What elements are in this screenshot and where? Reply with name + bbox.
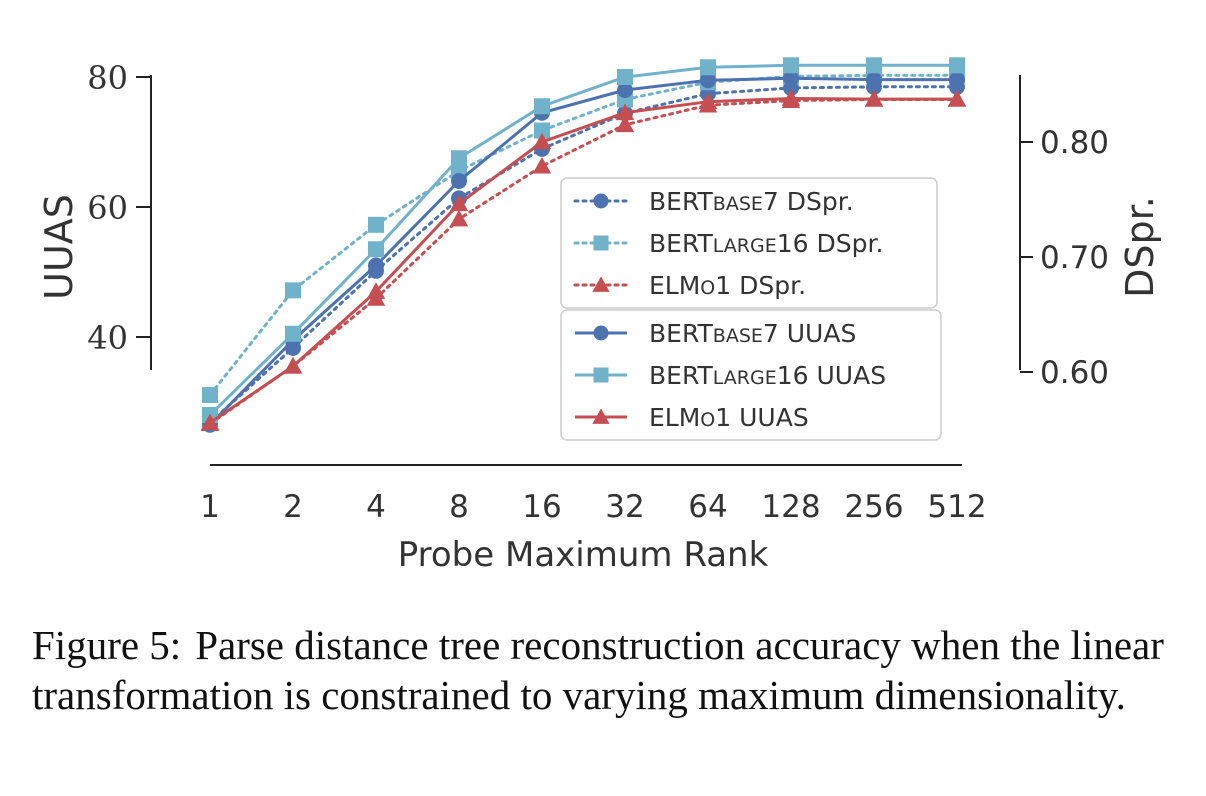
data-point xyxy=(368,216,384,233)
legend-dspr: BERTBASE7 DSpr. BERTLARGE16 DSpr. ELMO1 DS… xyxy=(560,177,938,309)
series-line xyxy=(208,76,957,426)
series-4 xyxy=(202,57,965,423)
data-point xyxy=(617,82,633,98)
data-point xyxy=(283,357,303,374)
data-point xyxy=(534,98,550,115)
x-tick-label: 1 xyxy=(200,489,220,525)
data-point xyxy=(285,282,301,299)
series-line xyxy=(208,63,957,417)
data-point xyxy=(592,276,610,292)
data-point xyxy=(451,173,467,189)
legend-label: BERTBASE7 DSpr. xyxy=(649,187,854,216)
legend-label: BERTBASE7 UUAS xyxy=(649,319,856,348)
left-tick-label: 40 xyxy=(87,319,128,357)
data-point xyxy=(700,72,716,89)
series-5 xyxy=(200,89,967,431)
caption-label: Figure 5: xyxy=(32,622,182,668)
data-point xyxy=(592,408,610,424)
data-point xyxy=(449,194,469,212)
data-point xyxy=(366,282,386,299)
data-point xyxy=(449,209,469,227)
legend: BERTBASE7 DSpr. BERTLARGE16 DSpr. ELMO1 DS… xyxy=(560,177,942,441)
data-point xyxy=(949,57,965,74)
legend-frame xyxy=(560,309,942,441)
x-tick-label: 4 xyxy=(366,489,386,525)
left-tick-label: 60 xyxy=(87,189,128,227)
data-point xyxy=(451,150,467,167)
data-point xyxy=(700,59,716,76)
right-tick-label: 0.80 xyxy=(1040,125,1109,161)
data-point xyxy=(615,103,635,121)
right-tick-label: 0.70 xyxy=(1040,240,1109,276)
legend-frame xyxy=(560,177,938,309)
legend-label: ELMO1 UUAS xyxy=(649,403,809,432)
x-tick-label: 128 xyxy=(761,489,820,525)
x-tick-label: 256 xyxy=(844,489,903,525)
data-point xyxy=(617,69,633,85)
y2-axis-label: DSpr. xyxy=(1118,196,1162,298)
data-point xyxy=(866,57,882,74)
data-point xyxy=(864,89,884,107)
x-tick-label: 64 xyxy=(688,489,727,525)
data-point xyxy=(593,367,609,383)
x-tick-label: 2 xyxy=(283,489,303,525)
data-point xyxy=(368,241,384,258)
data-point xyxy=(200,413,220,431)
data-point xyxy=(949,71,965,88)
series-line xyxy=(209,96,957,425)
data-point xyxy=(534,122,550,139)
legend-uuas: BERTBASE7 UUAS BERTLARGE16 UUAS ELMO1 UUAS xyxy=(560,309,942,441)
series-line xyxy=(208,73,959,397)
legend-label: BERTLARGE16 DSpr. xyxy=(649,229,883,258)
x-tick-label: 32 xyxy=(605,489,644,525)
x-axis-label: Probe Maximum Rank xyxy=(398,535,769,575)
data-point xyxy=(783,70,799,87)
x-tick-label: 8 xyxy=(449,489,469,525)
data-point xyxy=(532,132,552,150)
data-point xyxy=(532,156,552,174)
data-point xyxy=(285,325,301,342)
data-point xyxy=(615,115,635,133)
x-tick-label: 512 xyxy=(927,489,986,525)
data-point xyxy=(202,387,218,403)
caption-text: Parse distance tree reconstruction accur… xyxy=(32,622,1164,718)
data-point xyxy=(947,89,967,107)
y-axis-label: UUAS xyxy=(37,194,81,300)
series-layer xyxy=(200,57,967,433)
data-point xyxy=(783,57,799,74)
right-tick-label: 0.60 xyxy=(1040,355,1109,391)
left-tick-label: 80 xyxy=(87,59,128,97)
figure-caption: Figure 5: Parse distance tree reconstruct… xyxy=(32,620,1182,720)
data-point xyxy=(698,92,718,110)
x-tick-label: 16 xyxy=(522,489,561,525)
data-point xyxy=(593,325,609,341)
data-point xyxy=(866,71,882,88)
data-point xyxy=(781,89,801,106)
data-point xyxy=(368,257,384,274)
legend-label: ELMO1 DSpr. xyxy=(649,271,806,300)
data-point xyxy=(593,193,609,209)
legend-label: BERTLARGE16 UUAS xyxy=(649,361,886,390)
series-line xyxy=(208,85,959,425)
data-point xyxy=(593,235,609,251)
